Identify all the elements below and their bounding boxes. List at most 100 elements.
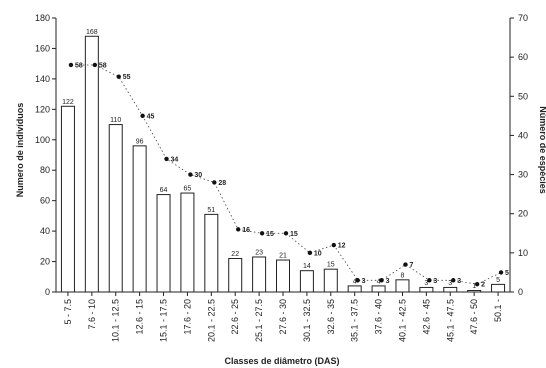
- species-point: [307, 250, 313, 256]
- species-value-label: 3: [457, 278, 461, 285]
- y2-axis-title: Número de espécies: [538, 106, 546, 194]
- bar-value-label: 1: [472, 283, 476, 290]
- bar-value-label: 3: [424, 280, 428, 287]
- y-tick-label: 120: [35, 104, 50, 114]
- species-value-label: 58: [75, 62, 83, 69]
- species-point: [331, 242, 336, 248]
- y2-tick-label: 50: [518, 91, 528, 101]
- species-point: [355, 278, 360, 283]
- species-value-label: 28: [218, 180, 226, 187]
- y-tick-label: 140: [35, 74, 50, 84]
- bar-value-label: 51: [207, 207, 215, 214]
- y2-tick-label: 20: [518, 209, 528, 219]
- x-tick-label: 20.1 - 22.5: [206, 299, 216, 342]
- species-point: [451, 278, 456, 283]
- species-value-label: 3: [386, 278, 390, 285]
- axes: 0 20 40 60 80 100 120 140 160 180 0 10 20 30 40 50 60 70 5…: [35, 13, 528, 342]
- x-tick-label: 37.6 - 40: [374, 299, 384, 335]
- x-tick-label: 45.1 - 47.5: [445, 299, 455, 342]
- x-tick-label: 40.1 - 42.5: [397, 299, 407, 342]
- bar: [419, 286, 434, 293]
- bar-value-label: 3: [448, 280, 452, 287]
- x-tick-label: 17.6 - 20: [182, 299, 192, 335]
- y2-tick-label: 70: [518, 13, 528, 23]
- species-value-label: 45: [147, 113, 155, 120]
- x-tick-label: 12.6 - 15: [135, 299, 145, 335]
- y-tick-label: 80: [40, 165, 50, 175]
- x-tick-label: 25.1 - 27.5: [254, 299, 264, 342]
- species-value-label: 16: [242, 227, 250, 234]
- y-axis-title: Numero de indivíduos: [15, 103, 25, 198]
- y-tick-label: 0: [45, 287, 50, 297]
- y-tick-label: 180: [35, 13, 50, 23]
- bar: [60, 105, 75, 293]
- species-point: [403, 262, 408, 267]
- bar-value-label: 8: [401, 272, 405, 279]
- y2-tick-label: 10: [518, 248, 528, 258]
- bar-value-label: 65: [184, 186, 192, 193]
- species-value-label: 10: [314, 250, 322, 257]
- x-tick-label: 15.1 - 17.5: [159, 299, 169, 342]
- species-value-label: 3: [433, 278, 437, 285]
- species-value-label: 55: [123, 74, 131, 81]
- x-tick-label: 32.6 - 35: [326, 299, 336, 335]
- y-tick-label: 20: [40, 257, 50, 267]
- bar: [491, 283, 506, 293]
- bar-value-label: 4: [377, 278, 381, 285]
- y-tick-label: 100: [35, 135, 50, 145]
- x-tick-label: 35.1 - 37.5: [350, 299, 360, 342]
- bar-value-label: 22: [231, 251, 239, 258]
- bar: [467, 289, 482, 293]
- species-value-label: 7: [409, 262, 413, 269]
- x-tick-label: 5 - 7.5: [63, 299, 73, 325]
- bar: [371, 285, 386, 293]
- species-value-label: 2: [481, 282, 485, 289]
- species-value-label: 3: [362, 278, 366, 285]
- species-point: [283, 231, 289, 236]
- y-tick-label: 40: [40, 226, 50, 236]
- y2-tick-label: 0: [518, 287, 523, 297]
- x-tick-label: 42.6 - 45: [421, 299, 431, 335]
- species-point: [188, 172, 193, 177]
- x-tick-label: 30.1 - 32.5: [302, 299, 312, 342]
- y2-tick-label: 30: [518, 170, 528, 180]
- bar-value-label: 14: [303, 263, 311, 270]
- species-value-label: 5: [505, 270, 509, 277]
- bar-value-label: 23: [255, 249, 263, 256]
- species-value-label: 58: [99, 62, 107, 69]
- bar: [228, 258, 243, 293]
- bar-value-label: 96: [136, 138, 144, 145]
- bar-value-label: 122: [62, 99, 74, 106]
- species-point: [68, 62, 74, 68]
- bar: [395, 279, 410, 293]
- species-points: [68, 62, 504, 287]
- y-tick-label: 60: [40, 196, 50, 206]
- species-point: [212, 180, 217, 185]
- x-axis-title: Classes de diâmetro (DAS): [224, 356, 339, 366]
- bar: [323, 268, 338, 293]
- species-point: [259, 231, 265, 236]
- species-point: [427, 278, 432, 283]
- bar: [84, 35, 99, 293]
- species-point: [116, 74, 121, 79]
- species-point: [140, 113, 145, 119]
- bar-value-label: 64: [160, 187, 168, 194]
- species-value-label: 34: [171, 156, 179, 163]
- species-value-label: 15: [266, 231, 274, 238]
- species-value-label: 12: [338, 243, 346, 250]
- x-tick-label: 27.6 - 30: [278, 299, 288, 335]
- species-point: [164, 156, 169, 162]
- bar: [276, 259, 290, 293]
- species-point: [474, 281, 480, 287]
- y-tick-label: 160: [35, 43, 50, 53]
- bar-value-label: 21: [279, 253, 287, 260]
- bar-value-label: 15: [327, 262, 335, 269]
- bar-value-label: 110: [110, 117, 121, 124]
- bar-value-label: 4: [353, 278, 357, 285]
- species-point: [498, 270, 504, 275]
- bar: [252, 256, 267, 293]
- species-point: [92, 62, 98, 68]
- bar: [204, 213, 219, 293]
